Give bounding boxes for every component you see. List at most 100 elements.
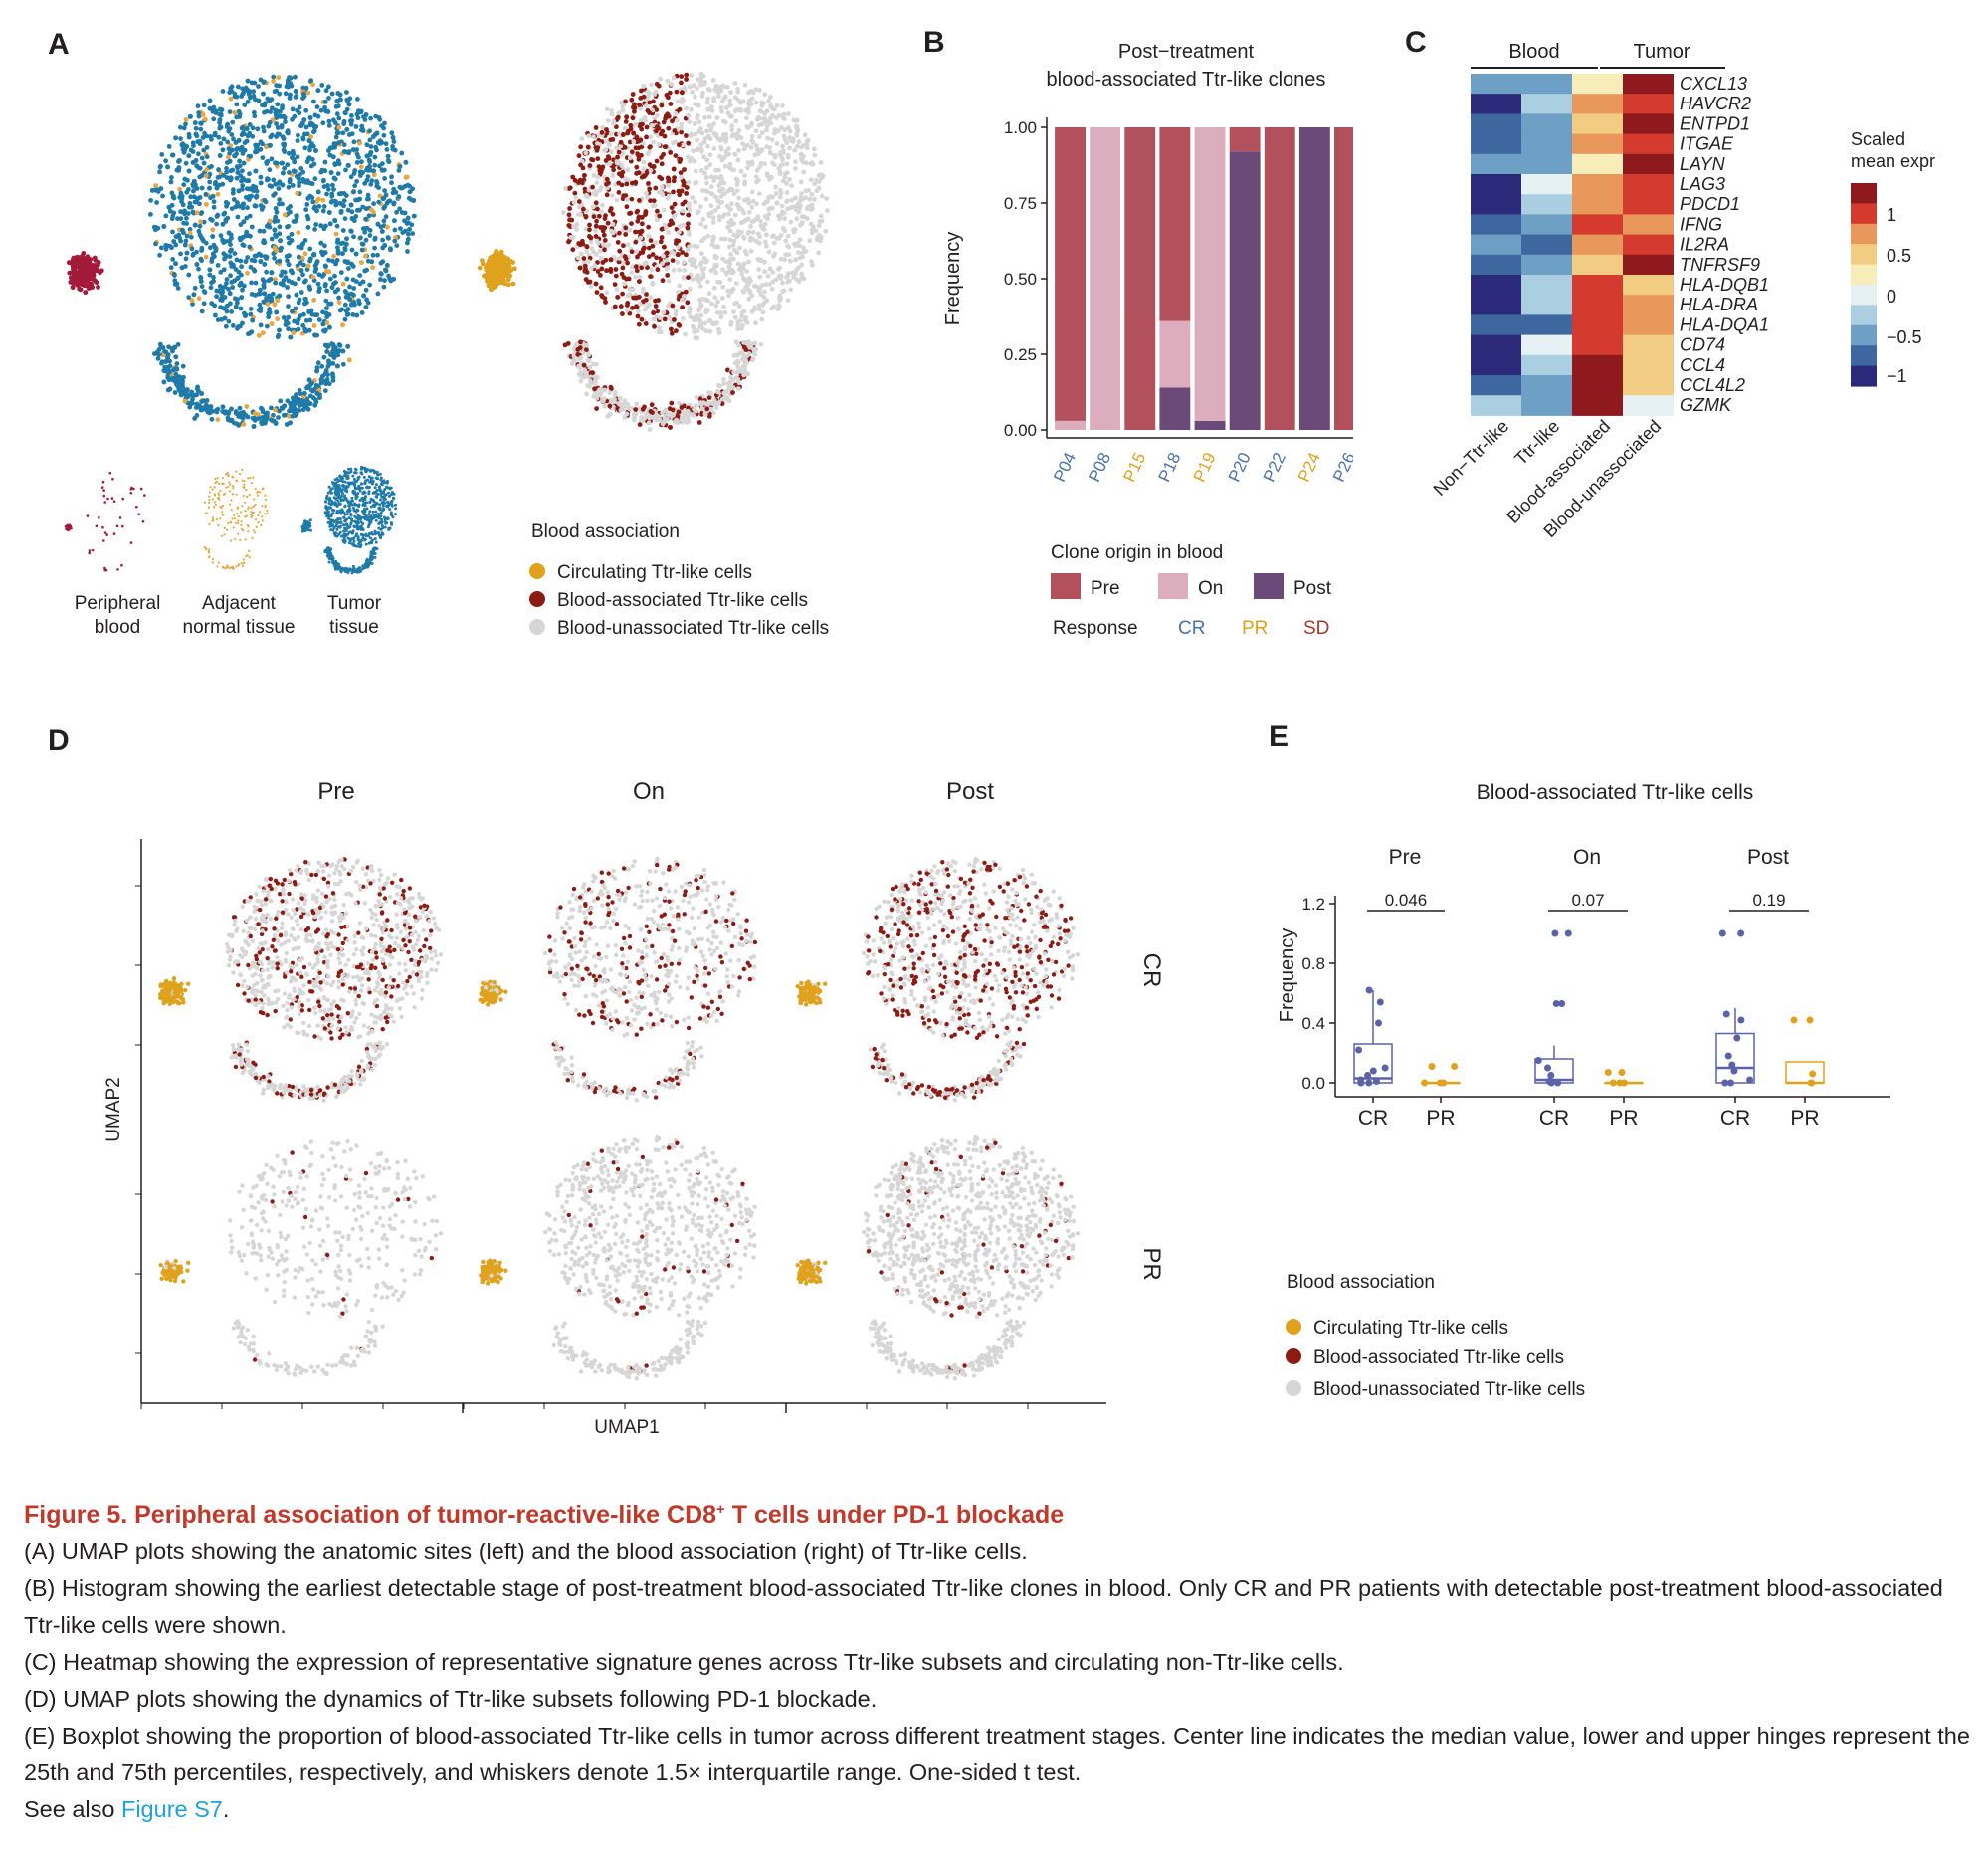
umap-cell (171, 239, 177, 244)
umap-cell (407, 189, 413, 195)
umap-cell (197, 174, 203, 180)
umap-cell (336, 115, 342, 121)
umap-cell (320, 178, 326, 184)
panel-label-e: E (1269, 720, 1290, 753)
umap-cell (261, 299, 267, 305)
umap-cell (706, 114, 712, 120)
umap-cell (380, 161, 385, 167)
umap-cell (183, 121, 188, 127)
umap-cell (703, 307, 709, 312)
umap-cell (656, 83, 662, 89)
umap-cell (385, 224, 390, 230)
umap-cell (331, 175, 337, 181)
umap-cell (303, 124, 309, 130)
umap-cell (627, 155, 633, 161)
umap-cell (383, 214, 389, 220)
umap-cell (746, 102, 752, 107)
umap-cell (576, 363, 582, 369)
umap-cell (625, 130, 631, 136)
umap-cell (267, 99, 272, 103)
umap-cell (204, 145, 210, 150)
umap-cell (613, 273, 619, 279)
umap-cell (326, 123, 332, 128)
umap-cell (785, 233, 791, 239)
umap-cell (303, 107, 309, 113)
umap-cell (201, 289, 207, 294)
umap-cell (679, 74, 685, 79)
umap-cell (158, 186, 164, 191)
umap-cell (67, 260, 72, 266)
umap-cell (282, 143, 287, 149)
umap-cell (305, 406, 311, 412)
umap-cell (586, 358, 592, 364)
umap-cell (615, 240, 621, 245)
umap-cell (583, 214, 589, 219)
umap-cell (398, 185, 404, 191)
umap-cell (745, 165, 750, 171)
umap-cell (652, 323, 657, 329)
umap-cell (350, 147, 356, 152)
umap-cell (349, 216, 355, 221)
umap-cell (331, 117, 336, 123)
umap-cell (312, 112, 318, 118)
umap-cell (312, 176, 318, 182)
umap-cell (717, 176, 723, 182)
umap-cell (282, 270, 288, 275)
umap-cell (169, 175, 174, 180)
umap-cell (326, 302, 331, 307)
umap-cell (700, 217, 706, 222)
umap-cell (579, 136, 585, 142)
umap-cell (701, 266, 707, 272)
umap-cell (201, 301, 207, 307)
umap-cell (291, 407, 296, 413)
umap-cell (322, 99, 328, 104)
umap-cell (407, 227, 412, 232)
umap-cell (341, 118, 347, 124)
umap-cell (230, 190, 236, 196)
umap-cell (781, 116, 787, 121)
umap-cell (313, 266, 319, 272)
umap-cell (653, 304, 659, 309)
umap-cell (165, 164, 171, 170)
umap-cell (721, 212, 727, 217)
umap-cell (773, 184, 778, 190)
umap-cell (697, 318, 703, 324)
umap-cell (313, 383, 319, 388)
umap-cell (336, 295, 341, 301)
umap-cell (302, 238, 308, 243)
umap-cell (742, 82, 748, 88)
umap-cell (785, 279, 791, 285)
umap-cell (721, 154, 727, 160)
umap-cell (711, 285, 717, 291)
umap-cell (274, 209, 280, 215)
umap-cell (359, 123, 365, 129)
umap-cell (274, 248, 279, 254)
umap-cell (706, 213, 712, 219)
umap-cell (300, 322, 306, 328)
umap-cell (209, 416, 215, 422)
umap-cell (210, 234, 216, 239)
umap-cell (753, 128, 759, 134)
umap-cell (276, 186, 282, 191)
umap-cell (380, 196, 386, 202)
umap-cell (194, 210, 200, 216)
umap-cell (728, 90, 733, 95)
umap-cell (677, 267, 682, 273)
umap-cell (183, 117, 189, 122)
umap-cell (370, 265, 375, 270)
umap-cell (315, 88, 321, 94)
umap-cell (227, 151, 233, 156)
umap-cell (251, 89, 257, 95)
umap-cell (774, 200, 780, 206)
umap-cell (163, 359, 169, 364)
umap-cell (381, 284, 387, 290)
umap-cell (749, 96, 755, 102)
umap-cell (248, 311, 254, 317)
umap-cell (686, 140, 691, 146)
umap-cell (694, 394, 699, 400)
umap-cell (817, 219, 823, 224)
umap-cell (210, 193, 216, 199)
umap-cell (245, 270, 250, 276)
umap-cell (232, 153, 238, 159)
umap-cell (281, 282, 286, 288)
